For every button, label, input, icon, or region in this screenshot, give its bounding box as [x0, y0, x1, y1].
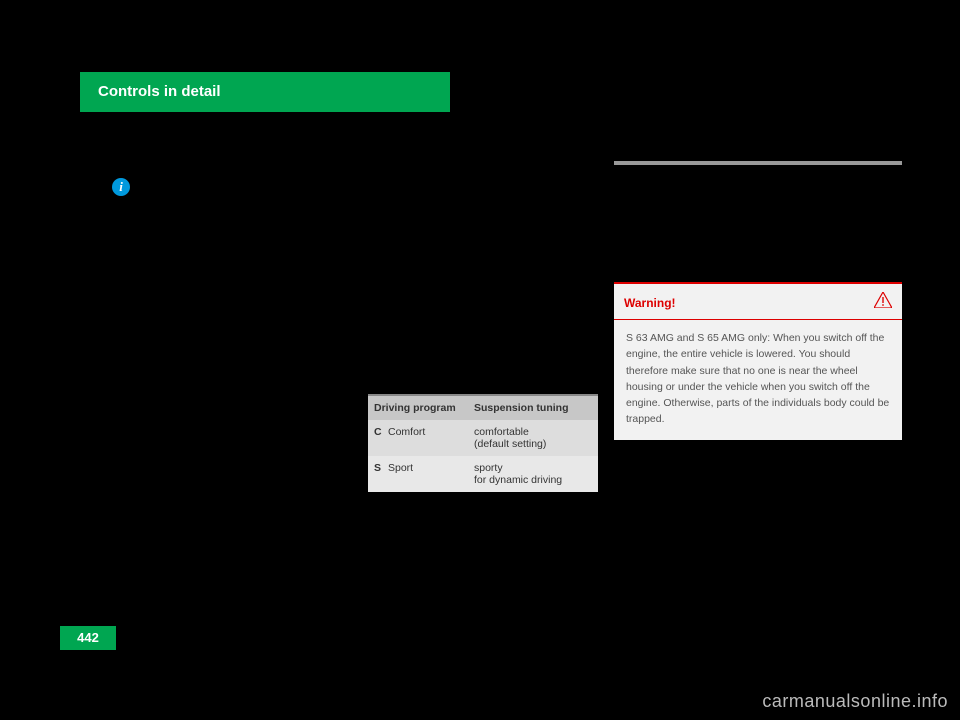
- warning-body: S 63 AMG and S 65 AMG only: When you swi…: [614, 320, 902, 440]
- table-cell: C: [368, 420, 384, 456]
- mid-bullets: • Normal • Raised (only select when requ…: [368, 209, 598, 259]
- header-subtitle: Driving systems: [98, 124, 206, 140]
- watermark: carmanualsonline.info: [762, 691, 948, 712]
- mid-para-2: Use the program mode selector switch (▷ …: [368, 293, 598, 359]
- middle-column: The following vehicle level settings are…: [368, 168, 598, 359]
- mid-heading: Suspension tuning: [368, 269, 598, 287]
- right-heading: Vehicle level control: [614, 168, 902, 186]
- table-cell: Sport: [384, 456, 468, 492]
- info-icon: i: [112, 178, 130, 196]
- warning-header: Warning!: [614, 284, 902, 320]
- table-cell-line: comfortable: [474, 426, 529, 438]
- page-number: 442: [60, 626, 116, 650]
- mid-para-1: The following vehicle level settings are…: [368, 168, 598, 201]
- warning-triangle-icon: [874, 292, 892, 313]
- table-cell: comfortable (default setting): [468, 420, 598, 456]
- right-column: Vehicle level control The vehicle level …: [614, 168, 902, 258]
- header-title: Controls in detail: [98, 83, 221, 100]
- warning-title: Warning!: [624, 296, 676, 310]
- mid-bullet-2: Raised (only select when required by the…: [368, 228, 574, 257]
- header-bar: Controls in detail: [80, 72, 450, 112]
- mid-bullet-1: Normal: [375, 211, 410, 223]
- tail-para: At higher speeds, the vehicle is lowered…: [614, 460, 902, 477]
- table-cell: sporty for dynamic driving: [468, 456, 598, 492]
- table-cell: S: [368, 456, 384, 492]
- table-header-2: Suspension tuning: [468, 396, 598, 420]
- warning-box: Warning! S 63 AMG and S 65 AMG only: Whe…: [614, 282, 902, 440]
- table-row: C Comfort comfortable (default setting): [368, 420, 598, 456]
- table-row: S Sport sporty for dynamic driving: [368, 456, 598, 492]
- left-column-text: S 63 AMG and S 65 AMG only: The raised l…: [138, 176, 348, 292]
- table-cell-line: sporty: [474, 462, 503, 474]
- table-header-1: Driving program: [368, 396, 468, 420]
- table-cell-line: for dynamic driving: [474, 474, 562, 486]
- table-cell-line: (default setting): [474, 438, 546, 450]
- table-cell: Comfort: [384, 420, 468, 456]
- table-header-row: Driving program Suspension tuning: [368, 396, 598, 420]
- suspension-table: Driving program Suspension tuning C Comf…: [368, 394, 598, 492]
- right-para: The vehicle level control makes it possi…: [614, 192, 902, 258]
- section-divider: [614, 161, 902, 165]
